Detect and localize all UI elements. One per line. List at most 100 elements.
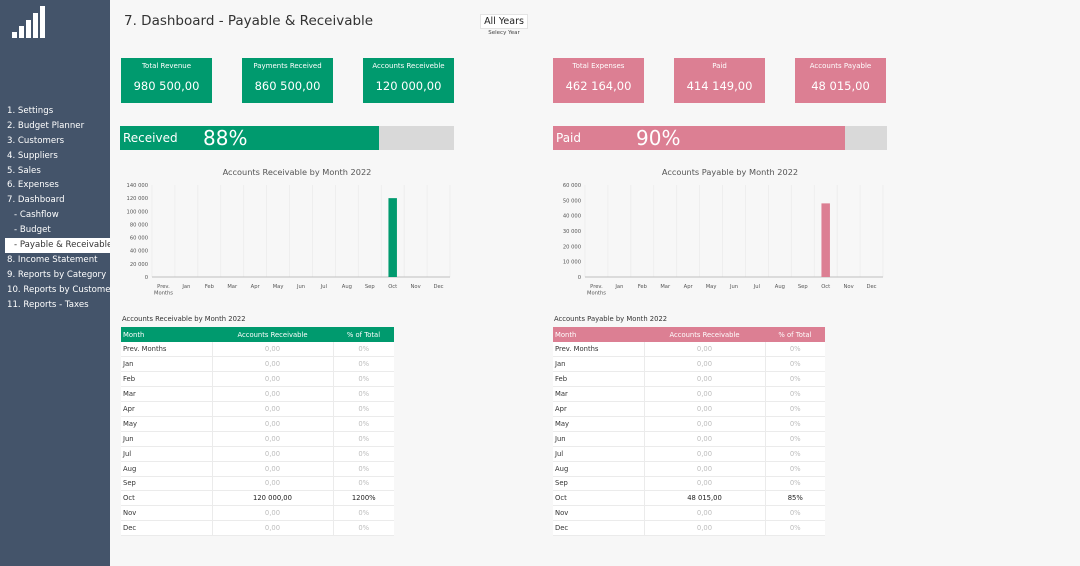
table-cell: 0,00	[643, 446, 766, 462]
table-cell: 0,00	[643, 342, 766, 358]
x-tick-label: Oct	[388, 284, 397, 290]
table-cell: 0,00	[211, 342, 334, 358]
x-tick-label: Mar	[660, 284, 671, 290]
sidebar-item[interactable]: 4. Suppliers	[7, 150, 58, 161]
table-cell: 48 015,00	[643, 490, 766, 507]
x-tick-label: Jan	[181, 284, 190, 290]
table-cell: 0,00	[211, 461, 334, 477]
table-cell: 0%	[333, 476, 394, 492]
x-tick-label: Jan	[614, 284, 623, 290]
table-cell: 0,00	[211, 371, 334, 388]
table-cell: 0%	[333, 356, 394, 373]
x-tick-label: Prev. Months	[587, 284, 606, 297]
sidebar-item[interactable]: 2. Budget Planner	[7, 120, 85, 131]
kpi-label: Accounts Payable	[809, 62, 872, 70]
table-row: Jun 0,00 0%	[121, 431, 394, 447]
table-cell: 0,00	[643, 416, 766, 432]
table-row: Apr 0,00 0%	[553, 401, 825, 417]
received-progress-fill	[120, 126, 380, 150]
x-tick-label: Prev. Months	[154, 284, 173, 297]
table-cell: 0,00	[211, 431, 334, 447]
sidebar-item[interactable]: 9. Reports by Category	[7, 269, 107, 280]
bar-chart-logo-icon	[12, 6, 46, 38]
table-row: May 0,00 0%	[553, 416, 825, 432]
kpi-accounts-payable: Accounts Payable 48 015,00	[795, 58, 886, 103]
kpi-total-revenue: Total Revenue 980 500,00	[121, 58, 212, 103]
table-cell: Mar	[553, 386, 644, 403]
kpi-label: Paid	[712, 62, 727, 70]
table-cell: 0%	[333, 416, 394, 432]
table-cell: Oct	[553, 490, 644, 507]
payable-chart: 0 10 000 20 000 30 000 40 000 50 000 60 000 Pre…	[563, 183, 884, 297]
y-tick-label: 10 000	[563, 260, 581, 266]
received-progress-bar: Received 88%	[120, 126, 454, 150]
table-cell: 0%	[765, 520, 825, 537]
table-row: Jan 0,00 0%	[121, 356, 394, 373]
sidebar-item[interactable]: 8. Income Statement	[7, 254, 98, 265]
paid-progress-bar: Paid 90%	[553, 126, 887, 150]
table-cell: 0%	[765, 416, 825, 432]
kpi-paid: Paid 414 149,00	[674, 58, 765, 103]
sidebar-item[interactable]: 1. Settings	[7, 106, 54, 116]
table-cell: 0,00	[211, 416, 334, 432]
table-cell: 0%	[333, 371, 394, 388]
table-cell: Prev. Months	[121, 342, 212, 358]
sidebar-item[interactable]: 10. Reports by Customer	[7, 284, 110, 295]
table-cell: Jun	[553, 431, 644, 447]
sidebar-item[interactable]: 6. Expenses	[7, 180, 59, 191]
table-cell: Apr	[121, 401, 212, 417]
table-cell: Dec	[553, 520, 644, 537]
sidebar-item[interactable]: 3. Customers	[7, 135, 65, 146]
y-tick-label: 40 000	[130, 249, 148, 255]
table-row: Nov 0,00 0%	[553, 505, 825, 522]
table-cell: Jan	[553, 356, 644, 373]
table-cell: 0%	[765, 446, 825, 462]
table-cell: 0%	[765, 386, 825, 403]
receivable-chart-title: Accounts Receivable by Month 2022	[222, 167, 372, 177]
table-header-row: Month Accounts Receivable % of Total	[121, 327, 394, 342]
x-tick-label: Nov	[411, 284, 421, 290]
table-cell: 0,00	[643, 431, 766, 447]
paid-progress-value: 90%	[636, 126, 681, 150]
received-progress-label: Received	[123, 131, 178, 145]
x-tick-label: Aug	[342, 284, 352, 290]
table-cell: Jul	[553, 446, 644, 462]
table-row: May 0,00 0%	[121, 416, 394, 432]
table-row: Apr 0,00 0%	[121, 401, 394, 417]
table-row: Prev. Months 0,00 0%	[121, 342, 394, 358]
x-tick-label: Mar	[227, 284, 238, 290]
table-cell: 0,00	[643, 356, 766, 373]
sidebar-item[interactable]: 7. Dashboard	[7, 195, 65, 206]
table-cell: Sep	[121, 476, 212, 492]
table-row: Jun 0,00 0%	[553, 431, 825, 447]
receivable-table: Month Accounts Receivable % of Total Pre…	[121, 327, 394, 537]
y-tick-label: 60 000	[563, 183, 581, 189]
table-cell: 120 000,00	[211, 490, 334, 507]
kpi-value: 48 015,00	[811, 79, 870, 93]
paid-progress-fill	[553, 126, 846, 150]
column-header: Accounts Receivable	[644, 327, 765, 342]
year-select[interactable]: All Years	[480, 14, 528, 29]
x-tick-label: Jun	[729, 284, 738, 290]
receivable-chart: 0 20 000 40 000 60 000 80 000 100 000 120 000 1…	[127, 183, 451, 297]
table-cell: Jun	[121, 431, 212, 447]
table-cell: 0%	[333, 520, 394, 537]
sidebar-item[interactable]: 5. Sales	[7, 165, 41, 176]
table-cell: 0,00	[643, 505, 766, 522]
x-tick-label: May	[706, 284, 717, 290]
table-cell: 0,00	[211, 356, 334, 373]
table-row: Dec 0,00 0%	[121, 520, 394, 537]
table-cell: 0%	[333, 401, 394, 417]
sidebar-item[interactable]: - Cashflow	[14, 210, 59, 221]
table-row: Oct 48 015,00 85%	[553, 490, 825, 507]
y-tick-label: 80 000	[130, 222, 148, 228]
sidebar-item[interactable]: - Budget	[14, 225, 51, 236]
y-tick-label: 50 000	[563, 198, 581, 204]
table-cell: 0%	[333, 505, 394, 522]
table-cell: 0,00	[643, 371, 766, 388]
sidebar-item[interactable]: - Payable & Receivable	[5, 238, 110, 253]
table-row: Feb 0,00 0%	[553, 371, 825, 388]
sidebar-item[interactable]: 11. Reports - Taxes	[7, 299, 89, 310]
y-tick-label: 20 000	[130, 262, 148, 268]
column-header: Month	[553, 327, 644, 342]
